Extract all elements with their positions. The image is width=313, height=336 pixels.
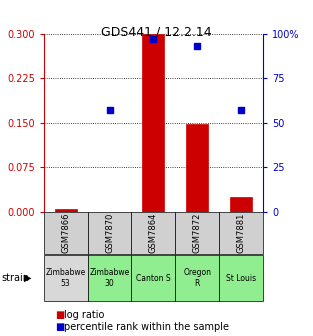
Bar: [99, 212, 121, 221]
Text: St Louis: St Louis: [226, 274, 256, 283]
Text: Canton S: Canton S: [136, 274, 171, 283]
Text: GDS441 / 12.2.14: GDS441 / 12.2.14: [101, 25, 212, 38]
Text: log ratio: log ratio: [64, 310, 105, 320]
Text: Zimbabwe
53: Zimbabwe 53: [46, 268, 86, 288]
Text: GSM7870: GSM7870: [105, 212, 114, 253]
Text: percentile rank within the sample: percentile rank within the sample: [64, 322, 229, 332]
Text: GSM7864: GSM7864: [149, 212, 158, 253]
Bar: [230, 197, 252, 212]
Text: GSM7881: GSM7881: [237, 212, 245, 253]
Text: GSM7872: GSM7872: [193, 212, 202, 253]
Text: strain: strain: [2, 273, 29, 283]
Text: ▶: ▶: [23, 273, 31, 283]
Text: Oregon
R: Oregon R: [183, 268, 211, 288]
Text: ■: ■: [55, 310, 64, 320]
Bar: [55, 209, 77, 212]
Bar: [142, 34, 164, 212]
Bar: [186, 124, 208, 212]
Text: ■: ■: [55, 322, 64, 332]
Text: Zimbabwe
30: Zimbabwe 30: [90, 268, 130, 288]
Text: GSM7866: GSM7866: [61, 212, 70, 253]
